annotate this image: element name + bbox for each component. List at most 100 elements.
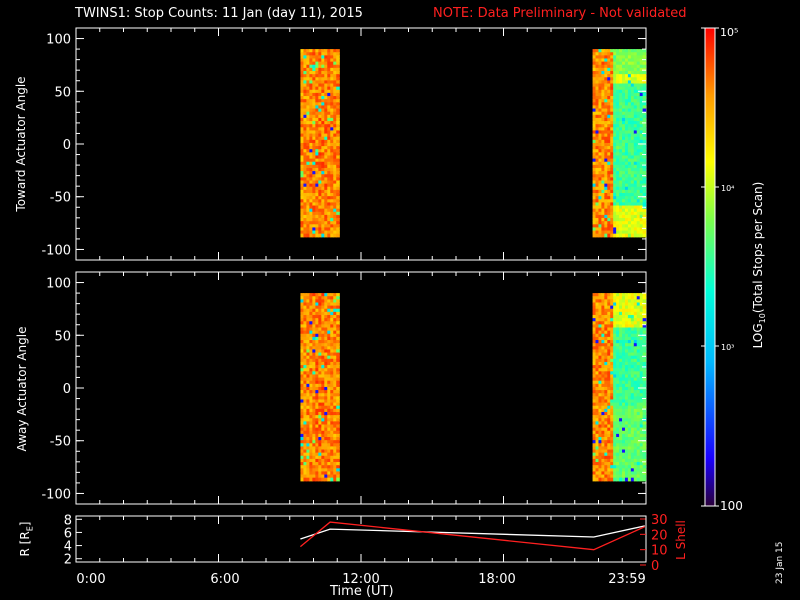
heatmap-cell [642,224,647,229]
heatmap-cell [619,333,623,338]
heatmap-cell [324,368,328,372]
heatmap-cell [306,186,310,191]
heatmap-cell [315,149,319,153]
heatmap-cell [595,58,600,63]
heatmap-cell [622,133,626,138]
heatmap-cell [624,218,629,222]
heatmap-cell [619,411,623,416]
heatmap-cell [306,296,310,300]
heatmap-cell [633,189,638,194]
heatmap-cell [619,64,623,69]
heatmap-cell [300,340,305,344]
heatmap-cell [327,111,331,116]
heatmap-cell [327,324,331,329]
heatmap-cell [619,49,623,53]
heatmap-cell [312,349,316,354]
heatmap-cell [630,177,635,182]
heatmap-cell [321,462,325,466]
heatmap-cell [633,455,638,460]
heatmap-cell [619,437,623,441]
heatmap-cell [309,411,313,416]
heatmap-cell [315,233,319,238]
heatmap-cell [330,189,334,194]
heatmap-cell [610,386,614,391]
heatmap-cell [318,468,322,473]
heatmap-cell [315,133,319,138]
heatmap-cell [624,396,629,401]
heatmap-cell [624,361,629,366]
heatmap-cell [601,202,605,207]
heatmap-cell [330,415,334,419]
heatmap-cell [330,427,334,432]
heatmap-cell [607,308,611,313]
heatmap-cell [633,133,638,138]
heatmap-cell [324,408,328,413]
heatmap-cell [336,449,340,454]
heatmap-cell [613,405,617,410]
heatmap-cell [633,440,638,444]
heatmap-cell [321,361,325,366]
heatmap-cell [604,174,608,178]
heatmap-cell [330,152,334,157]
heatmap-cell [309,221,313,225]
heatmap-cell [592,114,597,119]
heatmap-cell [616,299,620,304]
heatmap-cell [642,96,647,100]
heatmap-cell [633,462,638,466]
heatmap-cell [309,161,313,166]
heatmap-cell [622,324,626,329]
heatmap-cell [330,67,334,72]
heatmap-cell [300,89,305,94]
heatmap-cell [309,174,313,178]
heatmap-cell [624,327,629,332]
heatmap-cell [601,368,605,372]
heatmap-cell [613,452,617,457]
heatmap-cell [321,86,325,91]
heatmap-cell [300,193,305,197]
heatmap-cell [327,418,331,422]
y-tick-label: 50 [54,85,71,100]
heatmap-cell [333,193,337,197]
heatmap-cell [321,121,325,125]
heatmap-cell [627,117,632,122]
heatmap-cell [318,161,322,166]
heatmap-cell [624,74,629,78]
heatmap-cell [616,214,620,219]
heatmap-cell [312,55,316,60]
heatmap-cell [321,424,325,429]
heatmap-cell [327,330,331,335]
heatmap-cell [619,449,623,454]
heatmap-cell [639,374,644,379]
heatmap-cell [312,49,316,53]
heatmap-cell [321,152,325,157]
heatmap-cell [303,346,307,351]
heatmap-cell [330,139,334,144]
heatmap-cell [312,452,316,457]
heatmap-cell [619,468,623,473]
heatmap-cell [616,411,620,416]
heatmap-cell [604,430,608,435]
heatmap-cell [324,374,328,379]
heatmap-cell [598,377,603,382]
heatmap-cell [622,171,626,175]
heatmap-cell [595,299,600,304]
heatmap-cell [598,130,603,135]
heatmap-cell [630,327,635,332]
heatmap-cell [324,318,328,322]
heatmap-cell [604,377,608,382]
heatmap-cell [321,58,325,63]
heatmap-cell [318,77,322,81]
heatmap-cell [336,443,340,447]
heatmap-cell [327,196,331,200]
heatmap-cell [598,346,603,351]
heatmap-cell [639,230,644,235]
heatmap-cell [333,180,337,185]
heatmap-cell [321,340,325,344]
heatmap-cell [610,421,614,426]
heatmap-cell [624,318,629,322]
heatmap-cell [616,296,620,300]
heatmap-cell [622,302,626,307]
heatmap-cell [627,314,632,319]
heatmap-cell [642,455,647,460]
heatmap-cell [636,383,641,388]
